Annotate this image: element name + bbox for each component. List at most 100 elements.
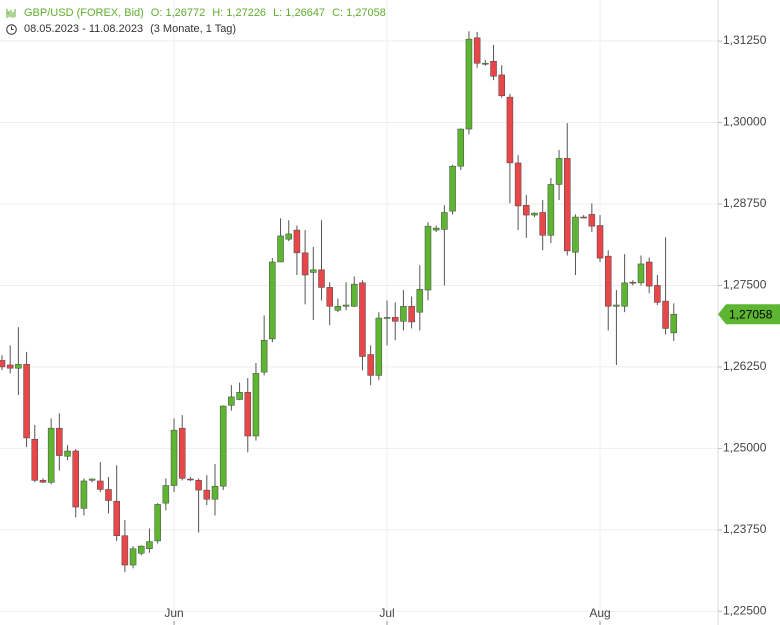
candle-body [15, 364, 22, 369]
candle-body [269, 261, 276, 340]
candle-body [187, 478, 194, 481]
candle-body [203, 489, 211, 500]
candle-body [105, 489, 112, 501]
candle-body [588, 214, 596, 227]
candle-body [416, 289, 424, 313]
x-tick-label: Jul [379, 606, 394, 620]
candle-body [539, 212, 546, 236]
candle-body [383, 317, 391, 319]
candle-body [637, 263, 645, 284]
candle-body [604, 255, 612, 307]
candle-body [490, 61, 497, 77]
candle-body [482, 62, 489, 65]
header: GBP/USD (FOREX, Bid) O: 1,26772 H: 1,272… [6, 5, 386, 37]
candle-body [367, 354, 374, 376]
candle-body [138, 545, 145, 554]
candle-body [564, 158, 571, 252]
candle-body [613, 304, 620, 307]
high-value: H: 1,27226 [212, 7, 267, 19]
candle-body [670, 314, 678, 334]
instrument: GBP/USD (FOREX, Bid) [24, 7, 144, 19]
candle-body [236, 392, 243, 400]
candle-body [654, 285, 661, 303]
candle-body [596, 225, 604, 259]
candle-body [23, 364, 30, 439]
candle-body [72, 450, 79, 508]
y-tick-label: 1,30000 [723, 115, 767, 129]
candle-body [219, 405, 227, 487]
candle-body [465, 38, 473, 130]
candle-body [277, 235, 284, 263]
last-price-marker [718, 304, 780, 325]
candle-body [170, 429, 178, 486]
clock-icon [6, 23, 17, 35]
y-tick-label: 1,23750 [723, 522, 767, 536]
candle-body [531, 212, 538, 216]
candle-body [228, 396, 235, 406]
candle-body [375, 317, 383, 376]
y-tick-label: 1,26250 [723, 359, 767, 373]
candle-body [318, 269, 325, 288]
candle-body [523, 205, 530, 216]
candle-body [178, 427, 186, 479]
candle-body [662, 300, 669, 329]
candle-body [359, 282, 366, 357]
y-tick-label: 1,31250 [723, 33, 767, 47]
candle-body [391, 317, 399, 322]
candle-body [506, 96, 514, 164]
candle-body [334, 306, 342, 311]
candle-body [154, 504, 161, 542]
candle-body [580, 216, 587, 219]
candle-body [441, 212, 448, 230]
candle-body [424, 225, 432, 291]
candle-body [408, 306, 415, 323]
x-tick-label: Jun [164, 606, 183, 620]
candle-body [457, 128, 465, 167]
candle-body [252, 373, 260, 437]
y-tick-label: 1,25000 [723, 441, 767, 455]
candle-body [547, 184, 555, 236]
candle-body [293, 229, 301, 254]
candle-body [121, 535, 129, 566]
candle-body [113, 500, 120, 536]
candle-body [56, 427, 63, 456]
candle-body [572, 216, 579, 253]
candle-body [64, 450, 71, 457]
candle-body [473, 37, 481, 64]
candle-body [6, 364, 14, 369]
candle-body [162, 485, 170, 504]
candle-body [47, 427, 55, 483]
y-tick-label: 1,27500 [723, 278, 767, 292]
candle-body [211, 485, 219, 500]
x-tick-label: Aug [589, 606, 610, 620]
candle-body [514, 162, 522, 207]
date-range: 08.05.2023 - 11.08.2023 [24, 23, 144, 35]
candle-body [351, 283, 358, 307]
candle-body [645, 261, 653, 287]
candle-body [326, 287, 333, 307]
candle-body [449, 165, 456, 212]
close-value: C: 1,27058 [332, 7, 386, 19]
candle-body [244, 392, 252, 437]
candle-body [195, 480, 202, 491]
last-price-label: 1,27058 [729, 307, 773, 321]
candle-body [400, 306, 407, 322]
candle-body [146, 541, 153, 549]
candle-body [129, 548, 137, 566]
candle-body [97, 480, 104, 490]
y-tick-label: 1,22500 [723, 603, 767, 617]
candle-body [498, 74, 505, 97]
open-value: O: 1,26772 [150, 7, 206, 19]
candle-body [621, 282, 628, 307]
candle-body [0, 360, 6, 368]
chart-icon [6, 8, 16, 18]
candle-body [39, 480, 47, 483]
candle-body [301, 252, 309, 276]
candle-body [629, 281, 637, 284]
y-tick-label: 1,28750 [723, 196, 767, 210]
candle-body [260, 339, 268, 373]
period: (3 Monate, 1 Tag) [150, 23, 237, 35]
candle-body [555, 158, 563, 185]
